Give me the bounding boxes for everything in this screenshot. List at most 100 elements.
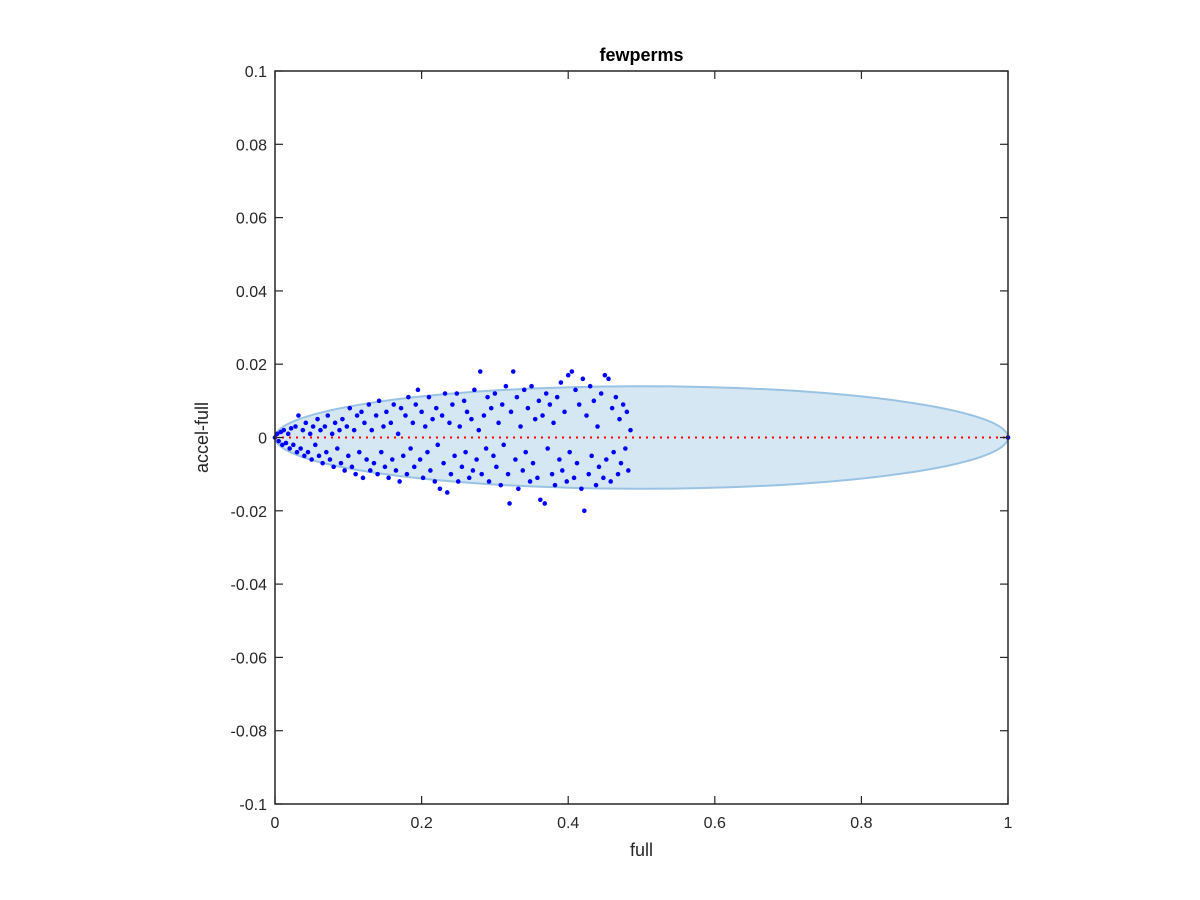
data-point-82 <box>422 424 428 429</box>
data-point-106 <box>466 475 472 481</box>
data-point-96 <box>448 471 454 477</box>
data-point-172 <box>587 383 593 389</box>
data-point-170 <box>584 413 589 418</box>
data-point-53 <box>369 427 375 433</box>
data-point-147 <box>542 501 548 506</box>
data-point-36 <box>338 460 344 466</box>
data-point-57 <box>376 398 382 404</box>
data-point-131 <box>513 457 518 462</box>
data-point-61 <box>384 409 389 415</box>
data-point-103 <box>461 398 467 404</box>
data-point-140 <box>529 383 534 389</box>
data-point-63 <box>388 420 394 426</box>
data-point-16 <box>302 453 307 459</box>
data-point-91 <box>439 413 445 418</box>
x-tick-label-2: 0.4 <box>557 815 579 832</box>
data-point-134 <box>518 424 523 429</box>
data-point-133 <box>516 486 521 492</box>
y-tick-label-0: -0.1 <box>239 797 267 814</box>
data-point-48 <box>360 475 366 481</box>
data-point-137 <box>523 449 528 455</box>
data-point-162 <box>569 369 575 374</box>
data-point-187 <box>615 471 621 477</box>
data-point-181 <box>604 457 609 462</box>
data-point-20 <box>309 457 314 462</box>
data-point-2 <box>276 438 281 444</box>
data-point-64 <box>389 457 395 462</box>
data-point-88 <box>433 405 439 411</box>
x-tick-label-3: 0.6 <box>704 815 726 832</box>
data-point-182 <box>606 376 611 382</box>
data-point-8 <box>287 446 292 451</box>
data-point-94 <box>444 490 450 495</box>
data-point-71 <box>403 413 408 418</box>
data-point-186 <box>613 394 619 400</box>
data-point-152 <box>551 420 556 426</box>
data-point-25 <box>318 427 323 433</box>
data-point-161 <box>567 449 572 455</box>
chart-title: fewperms <box>599 45 683 65</box>
data-point-34 <box>335 446 340 451</box>
data-point-179 <box>601 475 606 481</box>
data-point-180 <box>602 372 608 378</box>
data-points <box>272 369 1011 514</box>
data-point-123 <box>498 482 504 488</box>
x-tick-label-1: 0.2 <box>410 815 432 832</box>
data-point-4 <box>280 442 285 448</box>
data-point-193 <box>626 468 631 473</box>
data-point-97 <box>450 402 455 407</box>
data-point-62 <box>386 475 391 481</box>
data-point-67 <box>395 431 401 437</box>
data-point-139 <box>527 479 533 484</box>
data-point-143 <box>535 475 540 481</box>
data-point-110 <box>474 457 479 462</box>
data-point-108 <box>470 468 476 473</box>
data-point-95 <box>447 420 452 426</box>
data-point-184 <box>609 405 615 411</box>
data-point-14 <box>298 446 303 451</box>
data-point-175 <box>593 482 599 488</box>
data-point-51 <box>366 402 372 407</box>
data-point-50 <box>364 457 369 462</box>
data-point-30 <box>327 457 333 462</box>
data-point-77 <box>413 402 419 407</box>
data-point-66 <box>393 468 399 473</box>
data-point-127 <box>505 471 511 477</box>
data-point-41 <box>347 405 353 411</box>
data-point-19 <box>307 431 313 437</box>
data-point-60 <box>382 464 388 470</box>
data-point-32 <box>331 464 336 470</box>
data-point-121 <box>494 464 499 470</box>
data-point-49 <box>362 420 367 426</box>
data-point-158 <box>562 409 567 415</box>
y-tick-label-3: -0.04 <box>231 577 268 594</box>
y-tick-label-10: 0.1 <box>245 64 267 81</box>
data-point-72 <box>404 471 410 477</box>
data-point-29 <box>325 413 331 418</box>
data-point-17 <box>303 420 309 426</box>
data-point-118 <box>488 405 494 411</box>
data-point-154 <box>554 394 560 400</box>
data-point-102 <box>459 464 465 470</box>
data-point-37 <box>340 416 345 422</box>
data-point-31 <box>329 431 335 437</box>
data-point-45 <box>354 413 360 418</box>
data-point-75 <box>410 420 416 426</box>
data-point-54 <box>371 460 377 466</box>
data-point-52 <box>367 468 373 473</box>
data-point-171 <box>586 471 592 477</box>
data-point-73 <box>406 394 411 400</box>
data-point-74 <box>408 446 413 451</box>
data-point-192 <box>624 409 630 415</box>
data-point-38 <box>342 468 347 473</box>
data-point-58 <box>378 449 384 455</box>
y-tick-label-5: 0 <box>258 431 267 448</box>
data-point-116 <box>485 394 490 400</box>
data-point-114 <box>481 413 487 418</box>
data-point-136 <box>521 387 527 393</box>
data-point-84 <box>426 394 432 400</box>
data-point-65 <box>391 402 397 407</box>
data-point-35 <box>337 427 342 433</box>
data-point-188 <box>617 416 622 422</box>
